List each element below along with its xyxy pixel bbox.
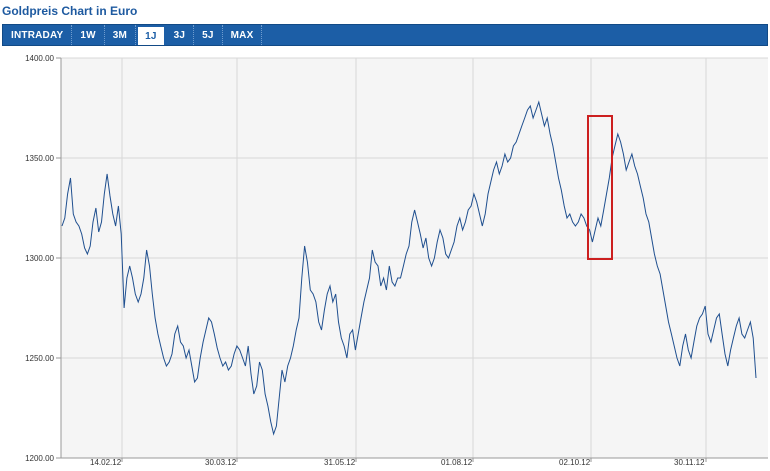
tab-1w[interactable]: 1W (72, 25, 105, 45)
x-tick-label: 14.02.12 (90, 458, 122, 467)
tab-max[interactable]: MAX (223, 25, 263, 45)
x-tick-label: 01.08.12 (441, 458, 473, 467)
x-tick-label: 30.03.12 (205, 458, 237, 467)
timeframe-tabbar: INTRADAY 1W 3M 1J 3J 5J MAX (2, 24, 768, 46)
y-tick-label: 1250.00 (25, 354, 54, 363)
tab-5j[interactable]: 5J (194, 25, 223, 45)
y-tick-label: 1400.00 (25, 54, 54, 63)
highlight-box (587, 115, 613, 260)
chart-area: 1200.00 1250.00 1300.00 1350.00 1400.00 14.0… (0, 46, 770, 471)
gridlines (61, 57, 768, 458)
y-tick-label: 1200.00 (25, 454, 54, 463)
tab-3j[interactable]: 3J (166, 25, 195, 45)
tab-intraday[interactable]: INTRADAY (3, 25, 73, 45)
y-tick-label: 1300.00 (25, 254, 54, 263)
x-tick-label: 30.11.12 (674, 458, 705, 467)
gold-price-chart: 1200.00 1250.00 1300.00 1350.00 1400.00 14.0… (25, 54, 768, 467)
tab-1j[interactable]: 1J (138, 27, 164, 45)
y-tick-label: 1350.00 (25, 154, 54, 163)
x-axis: 14.02.12 30.03.12 31.05.12 01.08.12 02.10.12… (61, 457, 768, 467)
x-tick-label: 02.10.12 (559, 458, 591, 467)
price-series-line (61, 100, 757, 436)
chart-title: Goldpreis Chart in Euro (2, 4, 138, 18)
tab-3m[interactable]: 3M (105, 25, 137, 45)
x-tick-label: 31.05.12 (324, 458, 356, 467)
y-axis: 1200.00 1250.00 1300.00 1350.00 1400.00 (25, 54, 62, 463)
